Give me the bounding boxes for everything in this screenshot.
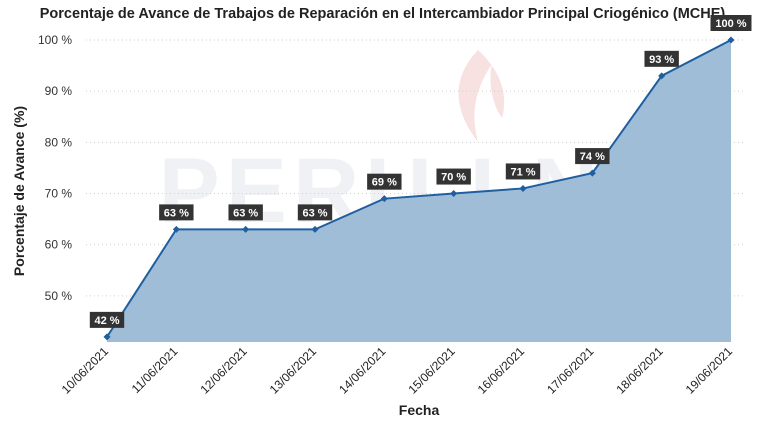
data-label: 69 % <box>372 177 397 189</box>
data-point[interactable] <box>519 184 527 192</box>
x-tick-label: 19/06/2021 <box>683 344 736 397</box>
x-axis-title: Fecha <box>399 402 440 418</box>
data-point[interactable] <box>588 169 596 177</box>
data-label: 63 % <box>302 207 327 219</box>
data-label-bg <box>89 311 125 328</box>
data-label: 70 % <box>441 172 466 184</box>
series-line <box>106 39 732 338</box>
y-tick-label: 70 % <box>45 187 73 201</box>
data-point[interactable] <box>658 72 666 80</box>
data-label-bg <box>505 163 541 180</box>
data-label: 74 % <box>580 151 605 163</box>
data-label: 42 % <box>94 315 119 327</box>
data-label: 63 % <box>164 207 189 219</box>
data-point[interactable] <box>450 190 458 198</box>
data-label-bg <box>297 204 333 221</box>
x-tick-label: 18/06/2021 <box>613 344 666 397</box>
y-axis-title: Porcentaje de Avance (%) <box>11 106 27 276</box>
x-tick-label: 13/06/2021 <box>267 344 320 397</box>
data-label: 93 % <box>649 54 674 66</box>
data-point[interactable] <box>727 36 735 44</box>
x-tick-label: 11/06/2021 <box>129 344 181 396</box>
data-label-bg <box>228 204 263 221</box>
data-point[interactable] <box>242 225 250 233</box>
data-point[interactable] <box>311 225 319 233</box>
x-tick-label: 12/06/2021 <box>197 344 250 397</box>
y-tick-label: 90 % <box>45 84 73 98</box>
chart-title: Porcentaje de Avance de Trabajos de Repa… <box>39 6 726 22</box>
y-tick-label: 100 % <box>38 33 72 47</box>
y-tick-label: 80 % <box>45 135 73 149</box>
data-label: 63 % <box>233 207 258 219</box>
x-tick-label: 17/06/2021 <box>544 344 597 397</box>
x-tick-label: 15/06/2021 <box>405 344 458 397</box>
area-fill <box>107 40 731 342</box>
data-label-bg <box>159 204 194 221</box>
data-label-bg <box>367 173 402 190</box>
data-point[interactable] <box>103 333 111 341</box>
data-label-bg <box>644 50 679 67</box>
data-label-bg <box>436 168 471 185</box>
data-label-bg <box>710 15 752 31</box>
y-tick-label: 50 % <box>45 289 73 303</box>
data-label: 100 % <box>715 18 746 30</box>
y-tick-label: 60 % <box>45 238 73 252</box>
x-tick-label: 16/06/2021 <box>475 344 528 397</box>
data-point[interactable] <box>380 195 388 203</box>
x-tick-label: 10/06/2021 <box>59 344 112 397</box>
x-tick-label: 14/06/2021 <box>336 344 389 397</box>
data-label-bg <box>575 148 610 165</box>
data-point[interactable] <box>172 225 180 233</box>
data-label: 71 % <box>510 166 535 178</box>
